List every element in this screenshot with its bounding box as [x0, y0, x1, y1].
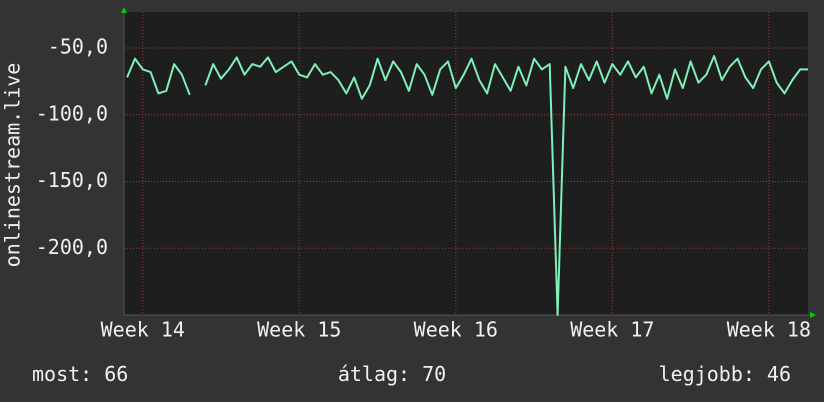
x-arrow: [810, 312, 816, 318]
y-tick-label: -150,0: [36, 168, 108, 192]
y-tick-label: -50,0: [48, 35, 108, 59]
stat-label: átlag:: [338, 362, 410, 386]
y-arrow: [121, 7, 127, 13]
y-tick-label: -100,0: [36, 101, 108, 125]
stat: átlag: 70: [338, 362, 446, 386]
x-tick-label: Week 14: [101, 318, 185, 342]
stat-label: most:: [32, 362, 92, 386]
x-tick-label: Week 15: [257, 318, 341, 342]
stat-value: 46: [767, 362, 791, 386]
data-line: [126, 55, 808, 316]
x-tick-label: Week 18: [727, 318, 811, 342]
grid: [124, 12, 808, 315]
y-tick-label: -200,0: [36, 235, 108, 259]
stat-value: 66: [104, 362, 128, 386]
plot-area: [124, 12, 808, 315]
stat-value: 70: [422, 362, 446, 386]
x-tick-label: Week 17: [570, 318, 654, 342]
stat: legjobb: 46: [659, 362, 791, 386]
y-axis-label: onlinestream.live: [1, 63, 25, 268]
stat-label: legjobb:: [659, 362, 755, 386]
stat: most: 66: [32, 362, 128, 386]
x-tick-label: Week 16: [414, 318, 498, 342]
